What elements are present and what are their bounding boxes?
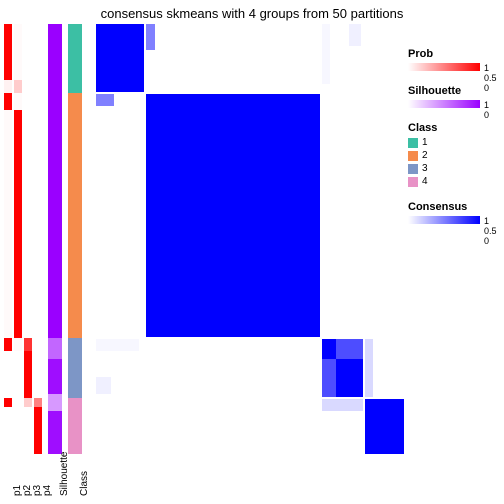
legend-title: Class (408, 122, 498, 134)
annotation-col-p3 (24, 24, 32, 454)
axis-label-p4: p4 (42, 485, 53, 496)
legend-gradient (408, 63, 480, 71)
legend-gradient (408, 100, 480, 108)
column-axis-labels: p1p2p3p4SilhouetteClass (4, 458, 404, 498)
legend-gradient (408, 216, 480, 224)
legend-panel: Prob10.50Silhouette10Class1234Consensus1… (408, 48, 498, 238)
consensus-heatmap (96, 24, 404, 454)
annotation-col-silhouette (48, 24, 62, 454)
plot-area (4, 24, 404, 454)
legend-class-item: 2 (408, 150, 498, 161)
legend-title: Consensus (408, 201, 498, 213)
legend-class-item: 4 (408, 176, 498, 187)
legend-swatch (408, 138, 418, 148)
axis-label-silhouette: Silhouette (59, 452, 70, 496)
annotation-col-p1 (4, 24, 12, 454)
legend-class: Class 1 2 3 4 (408, 122, 498, 187)
legend-consensus: Consensus10.50 (408, 201, 498, 224)
legend-title: Prob (408, 48, 498, 60)
legend-swatch (408, 177, 418, 187)
legend-class-item: 1 (408, 137, 498, 148)
legend-swatch (408, 151, 418, 161)
legend-class-item: 3 (408, 163, 498, 174)
annotation-col-class (68, 24, 82, 454)
legend-prob: Prob10.50 (408, 48, 498, 71)
page-title: consensus skmeans with 4 groups from 50 … (0, 6, 504, 21)
legend-swatch (408, 164, 418, 174)
axis-label-class: Class (79, 471, 90, 496)
annotation-col-p4 (34, 24, 42, 454)
annotation-col-p2 (14, 24, 22, 454)
